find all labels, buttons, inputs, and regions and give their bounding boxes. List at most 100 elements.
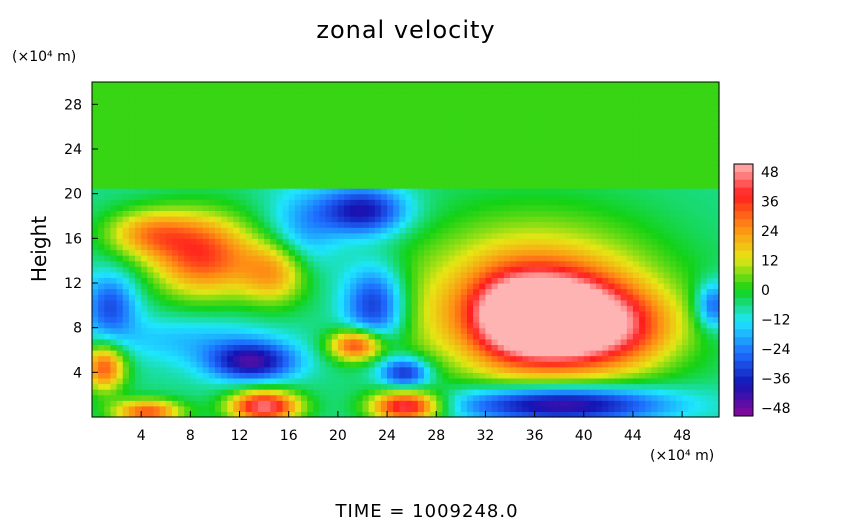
heatmap-cell <box>92 227 99 234</box>
heatmap-cell <box>202 355 210 362</box>
heatmap-cell <box>663 361 671 368</box>
heatmap-cell <box>491 377 499 385</box>
heatmap-cell <box>337 149 345 156</box>
heatmap-cell <box>374 316 382 323</box>
heatmap-cell <box>430 305 437 312</box>
heatmap-cell <box>528 333 536 340</box>
heatmap-cell <box>110 182 118 189</box>
heatmap-cell <box>510 310 517 318</box>
heatmap-cell <box>104 160 112 167</box>
heatmap-cell <box>399 182 407 189</box>
heatmap-cell <box>596 277 603 284</box>
heatmap-cell <box>620 338 628 346</box>
heatmap-cell <box>466 299 474 306</box>
heatmap-cell <box>251 394 259 401</box>
heatmap-cell <box>128 188 136 195</box>
heatmap-cell <box>522 210 530 217</box>
heatmap-cell <box>669 216 677 223</box>
heatmap-cell <box>639 389 646 396</box>
heatmap-cell <box>479 350 487 357</box>
heatmap-cell <box>700 204 708 212</box>
heatmap-cell <box>485 176 493 184</box>
heatmap-cell <box>122 243 130 251</box>
heatmap-cell <box>313 249 321 256</box>
heatmap-cell <box>534 355 542 362</box>
heatmap-cell <box>626 160 634 167</box>
heatmap-cell <box>159 299 167 306</box>
heatmap-cell <box>270 277 278 284</box>
heatmap-cell <box>700 361 708 368</box>
heatmap-cell <box>682 361 689 368</box>
heatmap-cell <box>712 366 720 373</box>
heatmap-cell <box>546 165 554 172</box>
heatmap-cell <box>405 322 413 329</box>
heatmap-cell <box>362 333 370 340</box>
heatmap-cell <box>276 182 284 189</box>
heatmap-cell <box>282 288 290 295</box>
heatmap-cell <box>583 350 591 357</box>
heatmap-cell <box>380 216 388 223</box>
heatmap-cell <box>466 400 474 407</box>
heatmap-cell <box>104 366 112 373</box>
heatmap-cell <box>510 149 517 156</box>
heatmap-cell <box>571 143 579 150</box>
heatmap-cell <box>639 372 646 379</box>
heatmap-cell <box>614 299 622 306</box>
heatmap-cell <box>98 266 105 273</box>
heatmap-cell <box>393 149 400 156</box>
heatmap-cell <box>540 277 548 284</box>
heatmap-cell <box>208 149 216 156</box>
heatmap-cell <box>657 249 665 256</box>
heatmap-cell <box>380 383 388 390</box>
heatmap-cell <box>510 266 517 273</box>
heatmap-cell <box>436 400 443 407</box>
heatmap-cell <box>128 199 136 206</box>
heatmap-cell <box>239 405 247 413</box>
heatmap-cell <box>491 288 499 295</box>
heatmap-cell <box>128 216 136 223</box>
heatmap-cell <box>344 271 351 279</box>
heatmap-cell <box>528 271 536 279</box>
heatmap-cell <box>356 143 364 150</box>
heatmap-cell <box>190 165 198 172</box>
heatmap-cell <box>571 277 579 284</box>
heatmap-cell <box>688 333 696 340</box>
heatmap-cell <box>700 149 708 156</box>
heatmap-cell <box>448 411 456 418</box>
heatmap-cell <box>448 310 456 318</box>
heatmap-cell <box>276 338 284 346</box>
heatmap-cell <box>466 171 474 178</box>
heatmap-cell <box>350 199 357 206</box>
heatmap-cell <box>423 288 431 295</box>
heatmap-cell <box>559 182 566 189</box>
heatmap-cell <box>405 210 413 217</box>
heatmap-cell <box>460 143 468 150</box>
heatmap-cell <box>602 238 609 245</box>
heatmap-cell <box>479 216 487 223</box>
heatmap-cell <box>405 188 413 195</box>
heatmap-cell <box>540 283 548 290</box>
heatmap-cell <box>141 288 148 295</box>
heatmap-cell <box>694 394 702 401</box>
heatmap-cell <box>632 400 640 407</box>
heatmap-cell <box>712 176 720 184</box>
heatmap-cell <box>245 182 253 189</box>
heatmap-cell <box>178 411 185 418</box>
heatmap-cell <box>128 316 136 323</box>
heatmap-cell <box>442 350 450 357</box>
heatmap-cell <box>227 149 234 156</box>
heatmap-cell <box>626 361 634 368</box>
heatmap-cell <box>682 338 689 346</box>
heatmap-cell <box>405 165 413 172</box>
heatmap-cell <box>405 277 413 284</box>
heatmap-cell <box>159 327 167 334</box>
heatmap-cell <box>313 383 321 390</box>
heatmap-cell <box>331 193 339 200</box>
heatmap-cell <box>159 182 167 189</box>
heatmap-cell <box>282 255 290 262</box>
heatmap-cell <box>227 160 234 167</box>
heatmap-cell <box>583 188 591 195</box>
heatmap-cell <box>405 149 413 156</box>
heatmap-cell <box>282 243 290 251</box>
heatmap-cell <box>282 383 290 390</box>
